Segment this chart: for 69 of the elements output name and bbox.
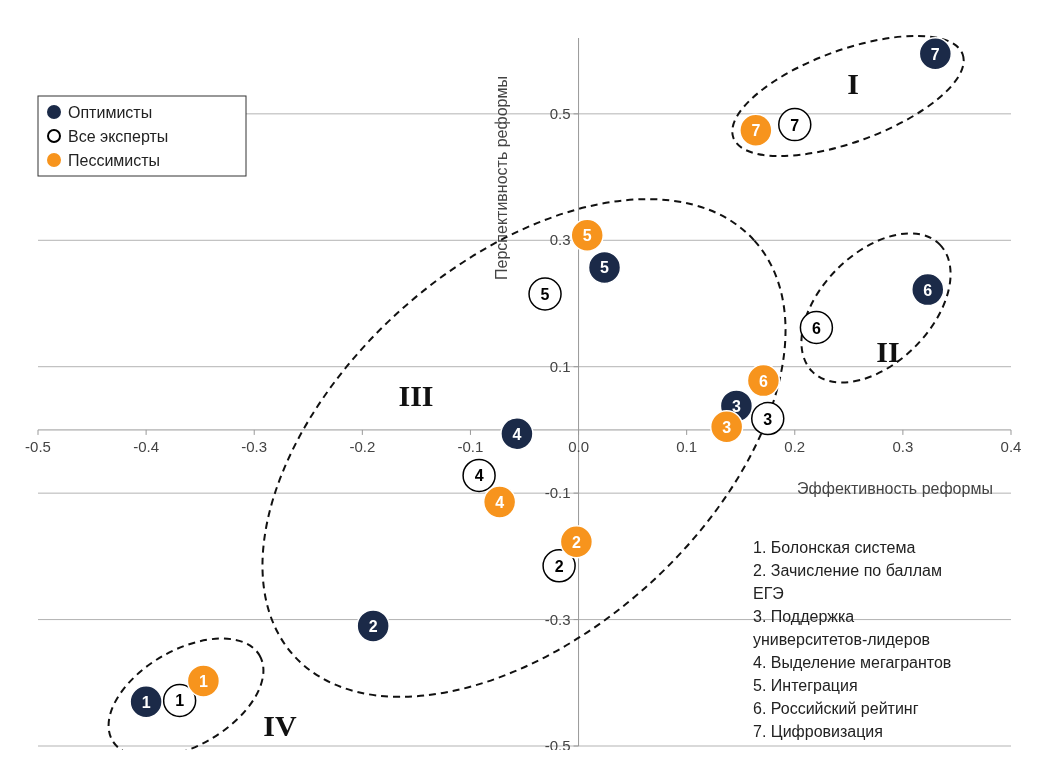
annotation: 2 — [554, 557, 564, 575]
annotation: 1 — [198, 672, 208, 690]
legend-label: Оптимисты — [68, 104, 153, 121]
annotation: 4 — [495, 493, 505, 511]
annotation: 4 — [512, 425, 522, 443]
annotation: II — [876, 335, 900, 368]
x-tick-label: -0.1 — [457, 437, 484, 455]
annotation: 2 — [571, 533, 581, 551]
point — [751, 401, 785, 436]
x-axis-title: Эффективность реформы — [797, 479, 993, 497]
point — [528, 277, 562, 311]
annotation: 5 — [540, 286, 550, 304]
annotation: 6 — [758, 372, 768, 390]
annotation: 5 — [600, 259, 610, 277]
point — [918, 37, 953, 71]
point — [482, 485, 517, 519]
annotation: 6. Российский рейтинг — [753, 700, 919, 717]
annotation: IV — [263, 709, 297, 742]
annotation: 5. Интеграция — [753, 677, 858, 694]
x-tick-label: 0.3 — [892, 437, 914, 455]
point — [746, 363, 781, 398]
point — [778, 107, 812, 142]
annotation: 5 — [582, 227, 592, 245]
y-tick-label: 0.3 — [549, 231, 571, 249]
annotation: 7 — [930, 45, 940, 63]
x-tick-label: -0.2 — [349, 437, 376, 455]
annotation: 3. Поддержка университетов-лидеров — [753, 608, 931, 648]
annotation: 4 — [474, 467, 484, 485]
x-tick-label: 0.0 — [568, 437, 589, 455]
annotation: 4. Выделение мегагрантов — [753, 654, 952, 671]
y-tick-label: 0.5 — [549, 104, 571, 122]
annotation: 7 — [751, 122, 761, 140]
point — [799, 310, 834, 345]
annotation: 6 — [811, 319, 821, 337]
annotation: III — [398, 379, 434, 412]
point — [570, 218, 604, 252]
x-tick-label: 0.2 — [784, 437, 806, 455]
y-axis-title: Перспективность реформы — [492, 76, 510, 280]
point — [356, 609, 390, 643]
point — [462, 458, 496, 493]
y-tick-label: 0.1 — [549, 357, 571, 375]
x-tick-label: 0.4 — [1000, 437, 1022, 455]
point — [559, 525, 594, 559]
annotation: 3 — [763, 410, 773, 428]
annotation: 7. Цифровизация — [753, 723, 883, 740]
annotation: 6 — [923, 281, 933, 299]
y-tick-label: -0.3 — [544, 610, 571, 628]
annotation: 2. Зачисление по баллам ЕГЭ — [753, 562, 942, 602]
annotation: 2 — [368, 617, 378, 635]
x-tick-label: -0.4 — [133, 437, 160, 455]
point — [587, 250, 622, 285]
legend-label: Все эксперты — [68, 128, 169, 145]
point — [911, 272, 945, 307]
annotation: 1. Болонская система — [753, 539, 916, 556]
point — [739, 113, 773, 148]
annotation: 3 — [722, 418, 732, 436]
y-tick-label: -0.1 — [544, 484, 571, 502]
x-tick-label: 0.1 — [676, 437, 698, 455]
legend-label: Пессимисты — [68, 152, 161, 169]
x-tick-label: -0.5 — [25, 437, 51, 455]
annotation: 1 — [141, 693, 151, 711]
annotation: 7 — [790, 116, 800, 134]
x-tick-label: -0.3 — [241, 437, 268, 455]
annotation: 1 — [175, 692, 185, 710]
point — [129, 685, 163, 719]
point — [186, 664, 221, 698]
point — [162, 683, 197, 718]
annotation: I — [847, 67, 859, 100]
annotation: 3 — [731, 397, 741, 415]
